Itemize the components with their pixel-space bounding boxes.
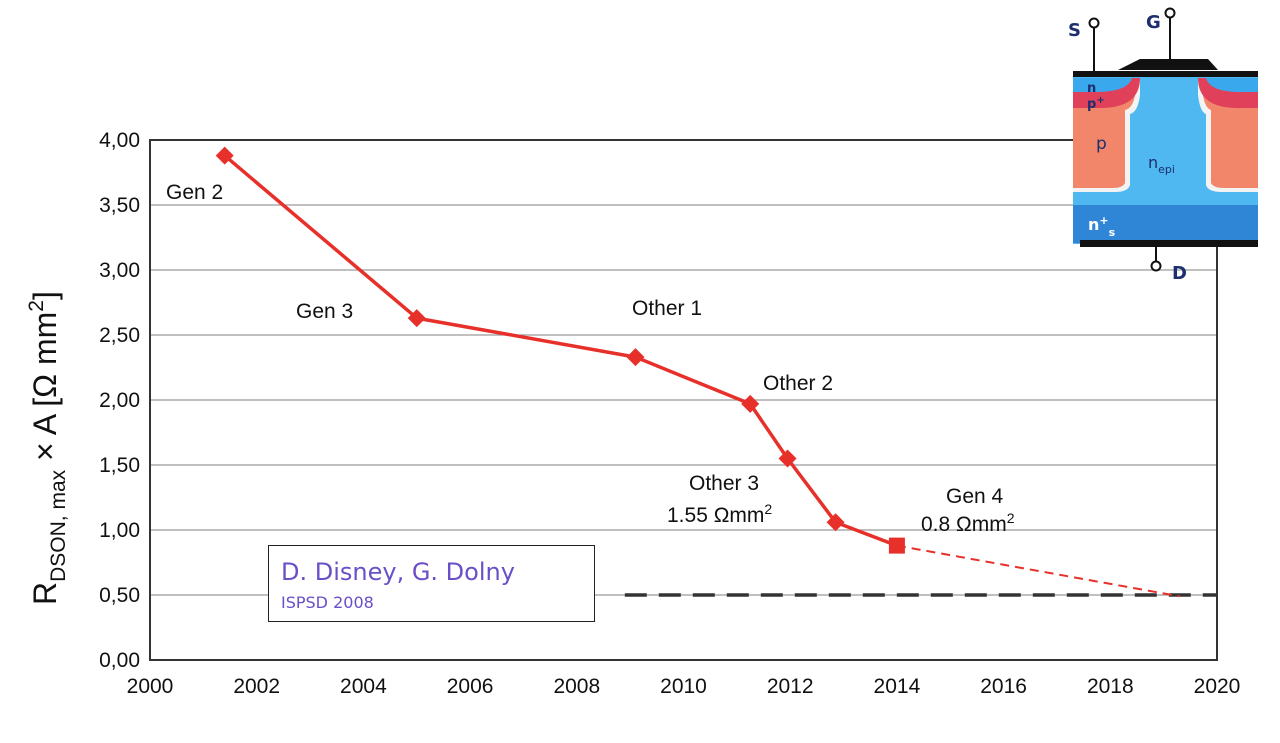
device-label-pplus: p+ xyxy=(1087,95,1105,112)
device-label-nepi: nepi xyxy=(1148,153,1175,176)
plot-frame xyxy=(149,139,1218,661)
y-tick-label: 0,00 xyxy=(99,649,140,672)
device-gate xyxy=(1118,59,1218,70)
y-axis-label: RDSON, max × A [Ω mm2] xyxy=(25,291,70,605)
y-tick-label: 3,00 xyxy=(99,259,140,282)
device-label-g: G xyxy=(1146,12,1161,33)
y-tick-label: 1,50 xyxy=(99,454,140,477)
mosfet-cross-section: S G D n p+ p nepi n+s xyxy=(1068,7,1258,284)
device-top-metal xyxy=(1073,71,1258,77)
y-axis-label-sup: 2 xyxy=(25,300,48,312)
y-tick-label: 2,50 xyxy=(99,324,140,347)
annotation-other3: Other 3 xyxy=(689,472,759,495)
y-axis-label-sub: DSON, max xyxy=(47,469,70,582)
device-label-nplus-sub: s xyxy=(1109,226,1116,239)
annotation-gen3: Gen 3 xyxy=(296,300,353,323)
annotation-gen4: Gen 4 xyxy=(946,485,1004,508)
device-label-nepi-sub: epi xyxy=(1158,163,1175,176)
data-point-diamond xyxy=(626,348,645,367)
device-label-p: p xyxy=(1096,134,1107,154)
device-drain-terminal xyxy=(1150,260,1162,272)
x-tick-label: 2004 xyxy=(340,675,387,698)
annotation-gen4-value-text: 0.8 Ωmm xyxy=(921,513,1007,536)
reference-authors: D. Disney, G. Dolny xyxy=(281,558,515,586)
x-tick-label: 2016 xyxy=(980,675,1027,698)
device-label-nplus: n+s xyxy=(1088,214,1116,239)
y-tick-label: 4,00 xyxy=(99,129,140,152)
device-label-pplus-sup: + xyxy=(1096,95,1104,106)
y-tick-label: 1,00 xyxy=(99,519,140,542)
x-tick-label: 2010 xyxy=(660,675,707,698)
annotation-other3-value: 1.55 Ωmm2 xyxy=(667,501,772,527)
annotation-gen4-value-sup: 2 xyxy=(1007,510,1015,526)
y-axis-label-end: ] xyxy=(27,291,63,300)
annotation-other3-value-text: 1.55 Ωmm xyxy=(667,504,764,527)
series-main xyxy=(215,146,905,554)
device-label-nepi-text: n xyxy=(1148,153,1158,172)
x-axis-ticks: 2000 2002 2004 2006 2008 2010 2012 2014 2016 2018… xyxy=(127,675,1241,698)
x-tick-label: 2020 xyxy=(1194,675,1241,698)
x-tick-label: 2008 xyxy=(553,675,600,698)
annotation-other3-value-sup: 2 xyxy=(764,501,772,517)
annotation-gen2: Gen 2 xyxy=(166,181,223,204)
device-drain-metal xyxy=(1080,240,1258,247)
data-point-diamond xyxy=(741,394,760,413)
grid-lines xyxy=(150,139,1217,596)
x-tick-label: 2006 xyxy=(447,675,494,698)
annotation-other2: Other 2 xyxy=(763,372,833,395)
device-label-nplus-text: n xyxy=(1088,215,1099,234)
device-gate-terminal xyxy=(1164,7,1176,19)
annotation-gen4-value: 0.8 Ωmm2 xyxy=(921,510,1015,536)
data-point-diamond xyxy=(407,309,426,328)
device-label-pplus-text: p xyxy=(1087,97,1096,112)
x-tick-label: 2000 xyxy=(127,675,174,698)
y-axis-label-main: R xyxy=(27,582,63,605)
device-label-nplus-sup: + xyxy=(1099,214,1108,227)
data-point-diamond xyxy=(826,513,845,532)
y-axis-label-rest: × A [Ω mm xyxy=(27,312,63,470)
device-source-terminal xyxy=(1088,17,1100,29)
x-tick-label: 2018 xyxy=(1087,675,1134,698)
data-point-square xyxy=(888,537,905,554)
annotation-other1: Other 1 xyxy=(632,297,702,320)
reference-box: D. Disney, G. Dolny ISPSD 2008 xyxy=(268,545,595,622)
device-label-s: S xyxy=(1068,20,1081,41)
reference-conference: ISPSD 2008 xyxy=(281,593,374,612)
y-axis-ticks: 0,00 0,50 1,00 1,50 2,00 2,50 3,00 3,50 4,00 xyxy=(99,129,140,672)
y-tick-label: 3,50 xyxy=(99,194,140,217)
y-tick-label: 2,00 xyxy=(99,389,140,412)
y-tick-label: 0,50 xyxy=(99,584,140,607)
device-nsource-left xyxy=(1073,78,1132,92)
x-tick-label: 2014 xyxy=(874,675,921,698)
device-nsource-right xyxy=(1206,78,1258,92)
device-label-n: n xyxy=(1087,81,1096,96)
series-line xyxy=(223,154,898,548)
device-substrate xyxy=(1073,205,1258,243)
projection-dash-line xyxy=(896,544,1180,598)
x-tick-label: 2002 xyxy=(233,675,280,698)
data-point-diamond xyxy=(215,146,234,165)
device-label-d: D xyxy=(1172,263,1187,284)
x-tick-label: 2012 xyxy=(767,675,814,698)
projection-line xyxy=(896,544,1180,598)
data-point-diamond xyxy=(778,449,797,468)
